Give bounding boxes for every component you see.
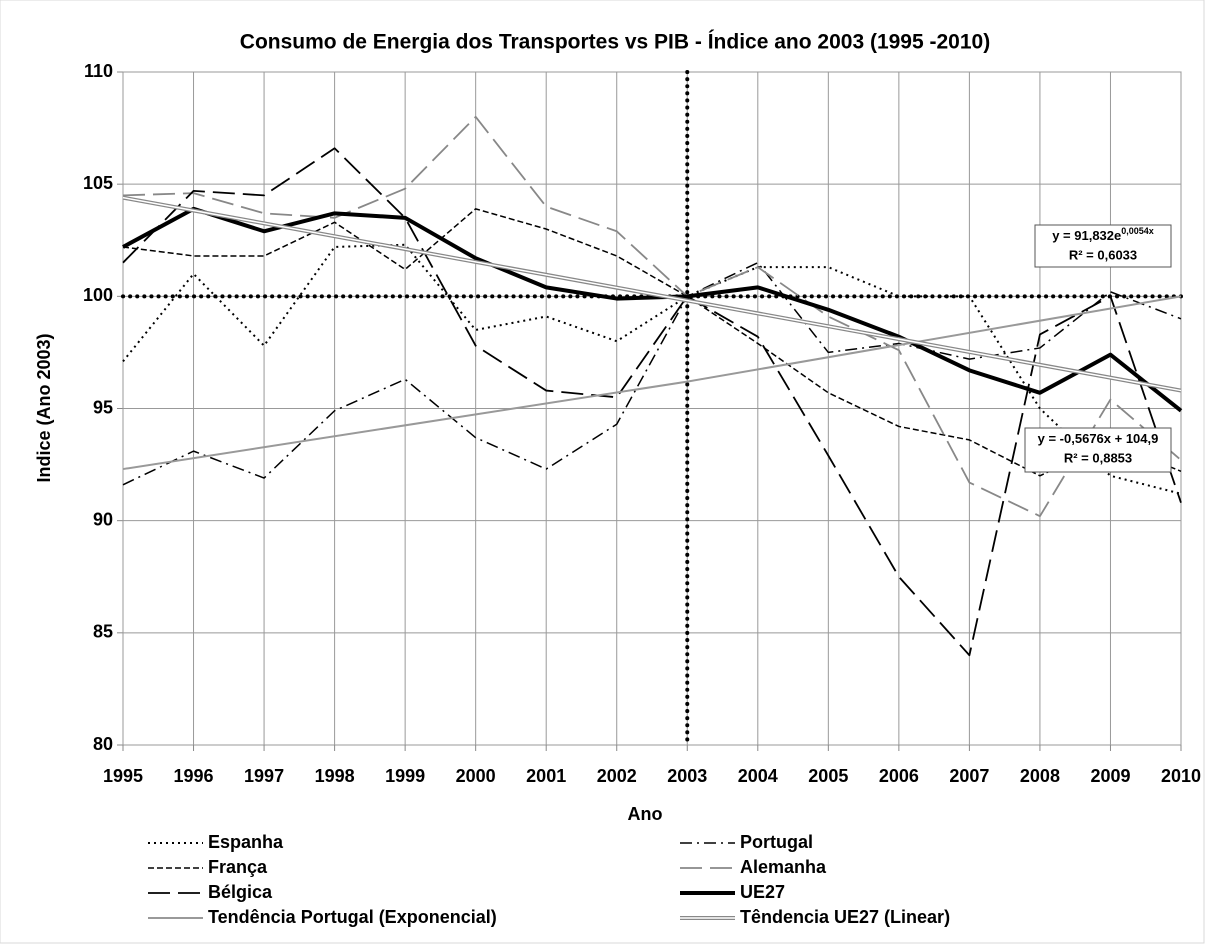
legend-label: Espanha: [208, 832, 284, 852]
y-tick-label: 110: [84, 61, 113, 81]
series-line: [122, 295, 1182, 471]
legend-label: Têndencia UE27 (Linear): [740, 907, 950, 927]
annotation-text: y = -0,5676x + 104,9: [1038, 431, 1159, 446]
x-tick-label: 1999: [385, 766, 425, 786]
series-line: [122, 206, 1183, 413]
x-tick-label: 2000: [456, 766, 496, 786]
series-line: [122, 261, 1182, 486]
annotation-r2: R² = 0,6033: [1069, 247, 1137, 262]
annotation-equation: y = 91,832e: [1052, 228, 1121, 243]
x-tick-label: 1997: [244, 766, 284, 786]
series-line: [122, 243, 1182, 495]
annotation-text: y = 91,832e0,0054x: [1052, 226, 1154, 243]
x-tick-label: 2002: [597, 766, 637, 786]
x-tick-label: 1995: [103, 766, 143, 786]
legend-label: UE27: [740, 882, 785, 902]
y-tick-label: 90: [93, 509, 113, 529]
x-tick-label: 2001: [526, 766, 566, 786]
x-tick-label: 2009: [1090, 766, 1130, 786]
legend-label: França: [208, 857, 268, 877]
y-tick-label: 95: [93, 397, 113, 417]
x-tick-label: 2003: [667, 766, 707, 786]
legend-label: Alemanha: [740, 857, 827, 877]
x-tick-label: 2004: [738, 766, 778, 786]
x-axis-label: Ano: [628, 804, 663, 824]
x-tick-label: 2006: [879, 766, 919, 786]
series-line: [122, 208, 1182, 477]
annotation-r2: R² = 0,8853: [1064, 450, 1132, 465]
series-line-core: [122, 196, 1182, 392]
x-tick-label: 2005: [808, 766, 848, 786]
annotation-equation: y = -0,5676x + 104,9: [1038, 431, 1159, 446]
y-tick-label: 85: [93, 622, 113, 642]
series-line: [122, 147, 1182, 657]
chart-title: Consumo de Energia dos Transportes vs PI…: [240, 31, 990, 54]
legend-label: Portugal: [740, 832, 813, 852]
annotation-exponent: 0,0054x: [1121, 226, 1154, 236]
x-tick-label: 2007: [949, 766, 989, 786]
legend-label: Bélgica: [208, 882, 273, 902]
y-tick-label: 100: [83, 285, 113, 305]
legend-label: Tendência Portugal (Exponencial): [208, 907, 497, 927]
x-tick-label: 1998: [315, 766, 355, 786]
x-tick-label: 2010: [1161, 766, 1201, 786]
x-tick-label: 2008: [1020, 766, 1060, 786]
y-tick-label: 80: [93, 734, 113, 754]
annotation-box: [1034, 224, 1172, 268]
y-tick-label: 105: [83, 173, 113, 193]
x-tick-label: 1996: [174, 766, 214, 786]
y-axis-label: Indice (Ano 2003): [34, 333, 54, 482]
annotation-box: [1024, 427, 1172, 473]
